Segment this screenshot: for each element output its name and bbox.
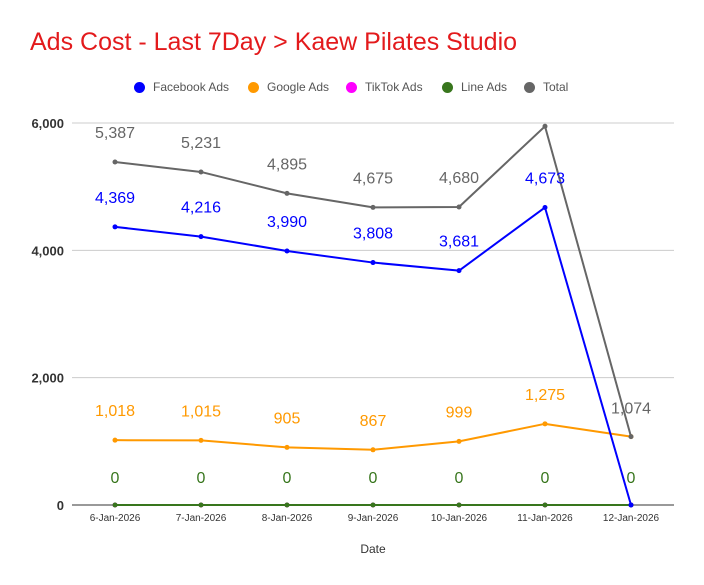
data-point[interactable] bbox=[456, 502, 462, 508]
data-label: 0 bbox=[369, 470, 378, 487]
data-point[interactable] bbox=[628, 434, 634, 440]
data-label: 4,673 bbox=[525, 170, 565, 187]
y-tick-label: 4,000 bbox=[31, 243, 64, 258]
x-tick-label: 7-Jan-2026 bbox=[176, 513, 227, 524]
data-point[interactable] bbox=[198, 437, 204, 443]
data-point[interactable] bbox=[370, 447, 376, 453]
data-point[interactable] bbox=[456, 268, 462, 274]
data-point[interactable] bbox=[112, 159, 118, 165]
x-tick-label: 12-Jan-2026 bbox=[603, 513, 660, 524]
data-label: 0 bbox=[111, 470, 120, 487]
data-point[interactable] bbox=[370, 260, 376, 266]
y-tick-label: 6,000 bbox=[31, 116, 64, 131]
legend-label: Line Ads bbox=[461, 80, 508, 94]
series-line bbox=[114, 206, 632, 506]
x-axis-title: Date bbox=[360, 542, 386, 556]
data-point[interactable] bbox=[370, 502, 376, 508]
legend-swatch bbox=[134, 81, 145, 93]
legend-swatch bbox=[524, 81, 535, 93]
data-label: 4,216 bbox=[181, 200, 221, 217]
data-point[interactable] bbox=[284, 502, 290, 508]
data-label: 4,895 bbox=[267, 156, 307, 173]
data-point[interactable] bbox=[198, 502, 204, 508]
data-point[interactable] bbox=[542, 123, 548, 129]
data-point[interactable] bbox=[542, 502, 548, 508]
legend-swatch bbox=[248, 81, 259, 93]
data-point[interactable] bbox=[284, 444, 290, 450]
data-point[interactable] bbox=[628, 502, 634, 508]
data-point[interactable] bbox=[284, 190, 290, 196]
data-point[interactable] bbox=[112, 437, 118, 443]
legend-swatch bbox=[346, 81, 357, 93]
chart-legend: Facebook Ads Google Ads TikTok Ads Line … bbox=[0, 80, 704, 98]
legend-item-facebook-ads[interactable]: Facebook Ads bbox=[134, 80, 229, 94]
data-label: 1,015 bbox=[181, 403, 221, 420]
data-label: 0 bbox=[541, 470, 550, 487]
legend-label: Facebook Ads bbox=[153, 80, 230, 94]
legend-item-line-ads[interactable]: Line Ads bbox=[442, 80, 507, 94]
data-label: 0 bbox=[455, 470, 464, 487]
data-label: 1,275 bbox=[525, 387, 565, 404]
legend-label: TikTok Ads bbox=[365, 80, 423, 94]
data-point[interactable] bbox=[198, 169, 204, 175]
data-point[interactable] bbox=[456, 204, 462, 210]
data-point[interactable] bbox=[542, 421, 548, 427]
x-tick-label: 9-Jan-2026 bbox=[348, 513, 399, 524]
data-label: 905 bbox=[274, 410, 301, 427]
legend-label: Total bbox=[543, 80, 569, 94]
legend-swatch bbox=[442, 81, 453, 93]
y-tick-label: 0 bbox=[57, 498, 64, 513]
data-point[interactable] bbox=[542, 204, 548, 210]
data-point[interactable] bbox=[112, 502, 118, 508]
data-point[interactable] bbox=[456, 438, 462, 444]
data-label: 3,681 bbox=[439, 234, 479, 251]
data-label: 1,018 bbox=[95, 403, 135, 420]
x-tick-label: 11-Jan-2026 bbox=[517, 513, 573, 524]
data-label: 4,675 bbox=[353, 170, 393, 187]
x-tick-label: 10-Jan-2026 bbox=[431, 513, 488, 524]
data-label: 1,074 bbox=[611, 401, 651, 418]
data-point[interactable] bbox=[370, 204, 376, 210]
data-label: 3,808 bbox=[353, 226, 393, 243]
legend-item-tiktok-ads[interactable]: TikTok Ads bbox=[346, 80, 423, 94]
data-label: 5,387 bbox=[95, 125, 135, 142]
data-label: 0 bbox=[627, 470, 636, 487]
data-point[interactable] bbox=[198, 234, 204, 240]
legend-item-total[interactable]: Total bbox=[524, 80, 568, 94]
data-label: 999 bbox=[446, 404, 473, 421]
data-label: 4,680 bbox=[439, 170, 479, 187]
data-label: 5,231 bbox=[181, 135, 221, 152]
data-label: 0 bbox=[283, 470, 292, 487]
data-label: 4,369 bbox=[95, 190, 135, 207]
legend-label: Google Ads bbox=[267, 80, 330, 94]
x-tick-label: 8-Jan-2026 bbox=[262, 513, 313, 524]
chart-title: Ads Cost - Last 7Day > Kaew Pilates Stud… bbox=[30, 28, 518, 56]
data-label: 3,990 bbox=[267, 214, 307, 231]
data-label: 867 bbox=[360, 413, 387, 430]
legend-item-google-ads[interactable]: Google Ads bbox=[248, 80, 329, 94]
data-point[interactable] bbox=[284, 248, 290, 254]
y-tick-label: 2,000 bbox=[31, 371, 64, 386]
data-label: 0 bbox=[197, 470, 206, 487]
x-tick-label: 6-Jan-2026 bbox=[90, 513, 141, 524]
data-point[interactable] bbox=[112, 224, 118, 230]
